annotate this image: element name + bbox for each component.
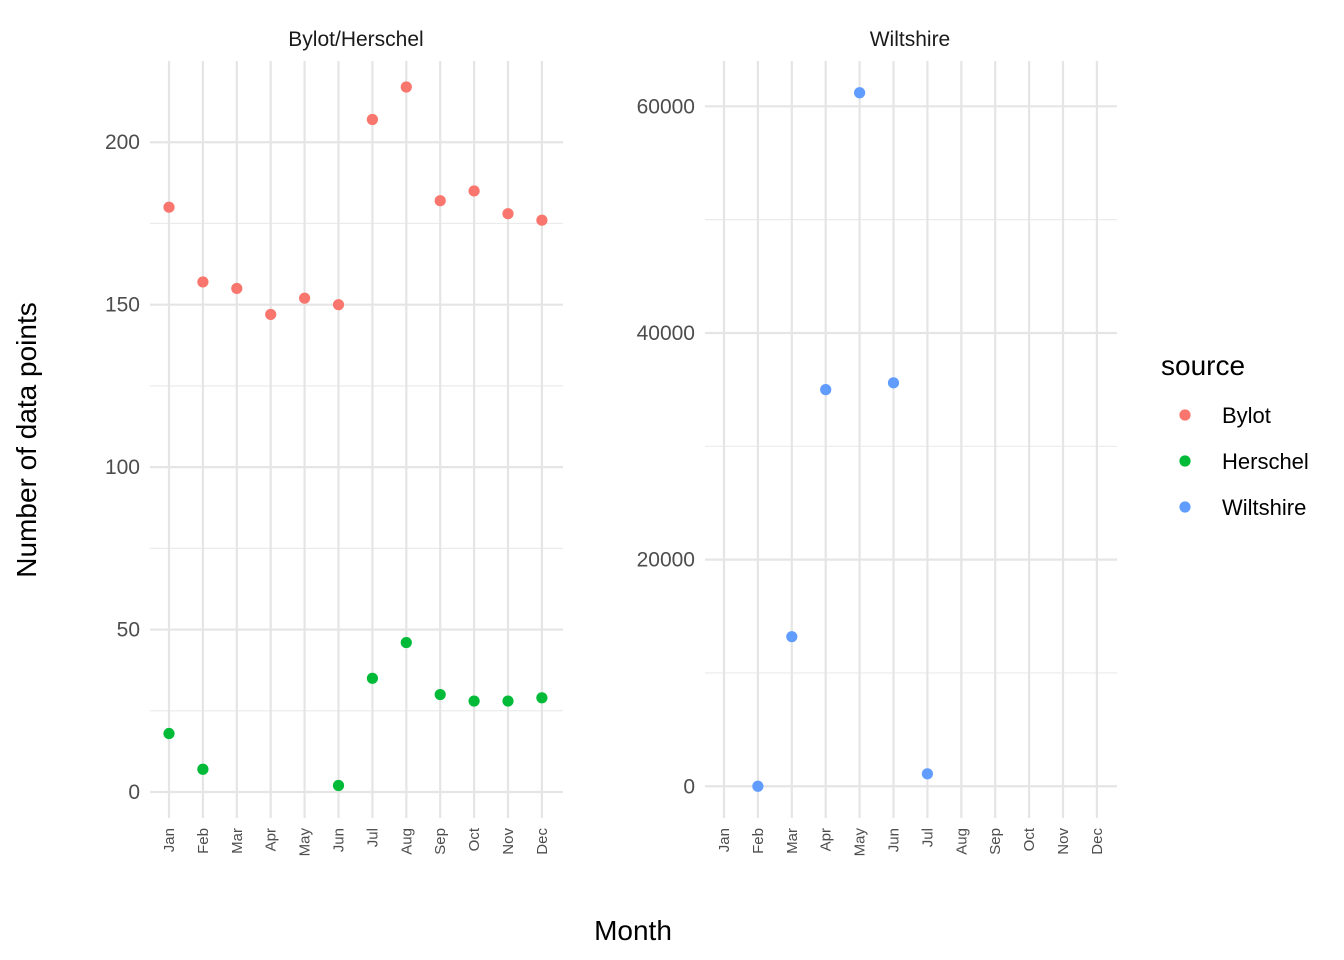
y-tick-label: 0 [683,775,695,798]
data-point-bylot [400,81,412,93]
x-tick-label: Dec [534,828,551,855]
panel-title: Wiltshire [870,28,951,51]
x-tick-label: Sep [432,828,449,855]
panel-bylot-herschel: Bylot/Herschel 0 50 100 150 200 Jan Feb Mar Apr Ma… [105,28,563,856]
legend: source Bylot Herschel Wiltshire [1161,350,1309,520]
x-axis-title: Month [594,915,672,946]
legend-key-bylot [1179,409,1191,421]
data-point-herschel [502,695,514,707]
panel-wiltshire: Wiltshire 0 20000 40000 60000 Jan Feb Mar Apr May… [637,28,1117,856]
x-tick-label: Jul [364,828,381,847]
data-point-bylot [536,214,548,226]
data-point-bylot [299,292,311,304]
y-tick-label: 40000 [637,322,695,345]
data-point-herschel [468,695,480,707]
y-tick-label: 200 [105,131,140,154]
x-tick-label: Apr [263,828,280,851]
data-point-bylot [434,195,446,207]
x-tick-label: Jan [716,828,733,852]
data-point-bylot [197,276,209,288]
y-tick-label: 50 [117,619,140,642]
x-tick-label: Oct [1021,827,1038,851]
data-point-herschel [400,636,412,649]
x-tick-label: Nov [500,828,517,855]
legend-label-bylot: Bylot [1222,403,1271,428]
legend-label-wiltshire: Wiltshire [1222,495,1306,520]
data-point-herschel [536,692,548,704]
data-point-bylot [366,113,378,126]
x-tick-label: Mar [784,828,801,854]
x-tick-label: Nov [1055,828,1072,855]
x-tick-label: Sep [987,828,1004,855]
x-tick-label: May [852,828,869,857]
data-point-wiltshire [854,87,866,99]
data-point-bylot [502,208,514,220]
x-tick-label: Aug [953,828,970,855]
data-point-bylot [468,185,480,197]
y-tick-label: 0 [128,781,140,804]
data-point-herschel [197,763,209,775]
data-point-wiltshire [887,377,900,389]
x-tick-label: Jan [161,828,178,852]
data-point-herschel [366,672,378,684]
x-tick-label: May [297,828,314,857]
x-tick-label: Apr [818,828,835,851]
data-point-bylot [231,282,243,295]
legend-key-herschel [1179,455,1191,467]
legend-key-wiltshire [1179,501,1191,513]
y-tick-label: 60000 [637,95,695,118]
panel-title: Bylot/Herschel [288,28,423,51]
x-tick-label: Jun [331,828,348,852]
data-point-herschel [332,779,345,792]
x-tick-label: Feb [750,828,767,854]
x-tick-label: Dec [1089,828,1106,855]
x-tick-label: Mar [229,828,246,854]
x-tick-label: Jun [886,828,903,852]
data-point-wiltshire [820,384,832,396]
data-point-wiltshire [786,631,798,643]
y-tick-label: 100 [105,456,140,479]
data-point-wiltshire [752,780,764,792]
data-point-bylot [265,308,277,321]
y-tick-label: 20000 [637,549,695,572]
data-point-bylot [332,299,345,311]
x-tick-label: Oct [466,827,483,851]
data-point-bylot [163,201,175,213]
x-tick-label: Jul [919,828,936,847]
data-point-herschel [434,688,446,701]
x-tick-label: Aug [398,828,415,855]
y-axis-title: Number of data points [11,302,42,578]
legend-label-herschel: Herschel [1222,449,1309,474]
data-point-herschel [163,727,175,740]
x-tick-label: Feb [195,828,212,854]
legend-title: source [1161,350,1245,381]
data-point-wiltshire [921,768,934,780]
y-tick-label: 150 [105,294,140,317]
